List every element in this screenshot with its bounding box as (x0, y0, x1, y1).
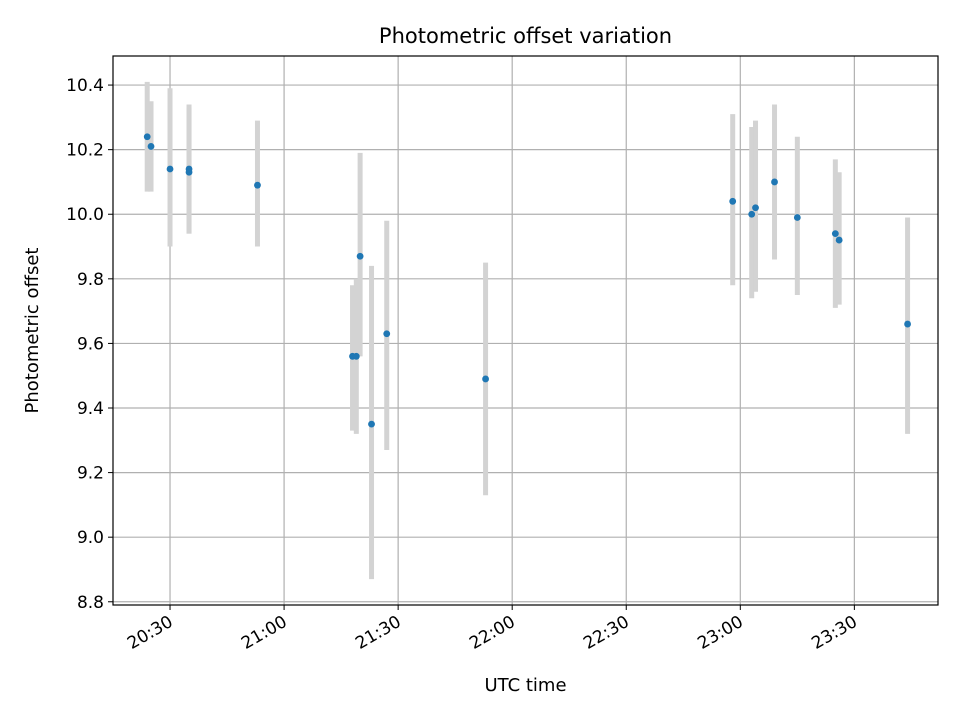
plot-frame (112, 55, 939, 606)
data-point (748, 210, 756, 218)
data-point (147, 143, 155, 150)
y-tick-label: 10.2 (66, 141, 104, 161)
data-point (356, 252, 364, 260)
data-point (383, 330, 391, 338)
data-point (482, 375, 489, 383)
y-tick-label: 9.4 (77, 399, 104, 419)
y-axis-title: Photometric offset (22, 248, 43, 414)
y-tick-label: 9.0 (77, 528, 104, 548)
y-tick-label: 10.4 (66, 76, 104, 96)
data-point (831, 230, 839, 238)
data-point (904, 320, 911, 328)
y-tick-label: 10.0 (66, 205, 104, 225)
x-axis-title: UTC time (484, 675, 566, 696)
chart-title: Photometric offset variation (379, 24, 672, 48)
data-points (143, 133, 911, 428)
data-point (793, 214, 801, 221)
data-point (368, 420, 375, 428)
data-point (352, 352, 360, 360)
y-tick-label: 9.6 (77, 334, 104, 354)
data-point (143, 133, 151, 141)
data-point (835, 236, 843, 244)
data-point (752, 204, 759, 212)
y-tick-label: 9.8 (77, 270, 104, 290)
data-point (729, 197, 737, 205)
data-point (166, 165, 174, 173)
data-point (771, 178, 778, 186)
y-tick-label: 9.2 (77, 464, 104, 484)
y-axis-ticks: 8.8 9.0 9.2 9.4 9.6 9.8 10.0 10.2 10.4 (66, 76, 113, 613)
data-point (185, 165, 193, 173)
grid-lines (113, 56, 938, 605)
y-tick-label: 8.8 (77, 593, 104, 613)
data-point (254, 181, 261, 189)
